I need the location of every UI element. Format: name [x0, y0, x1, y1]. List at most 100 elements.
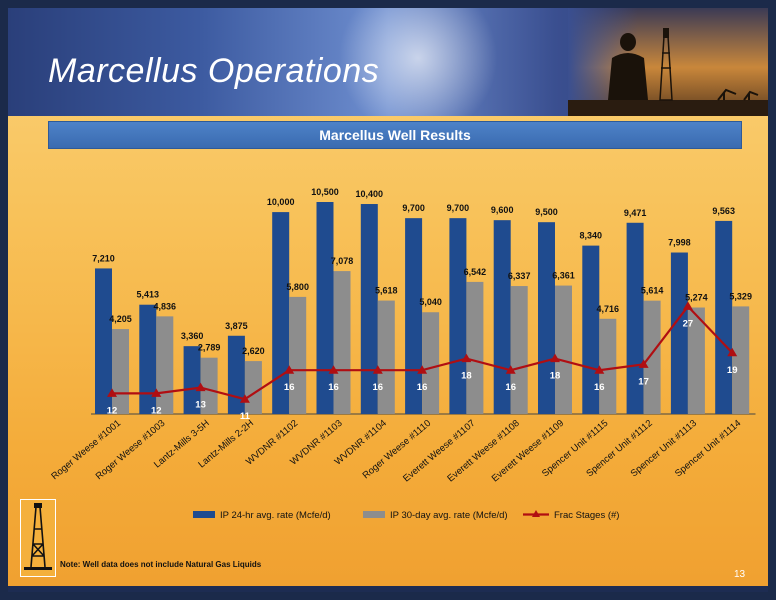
- page-title: Marcellus Operations: [48, 52, 380, 90]
- bar-ip30: [112, 329, 129, 414]
- frac-stage-marker: [195, 382, 206, 392]
- derrick-logo: [20, 499, 56, 577]
- data-label-ip24: 9,600: [491, 205, 514, 215]
- data-label-ip30: 6,337: [508, 271, 531, 281]
- data-label-ip24: 7,998: [668, 238, 691, 248]
- frac-stage-marker: [239, 394, 250, 403]
- data-label-ip30: 5,800: [286, 282, 309, 292]
- data-label-ip30: 2,620: [242, 346, 265, 356]
- frac-stage-marker: [328, 365, 339, 374]
- bar-ip30: [422, 312, 440, 414]
- frac-stage-label: 16: [417, 382, 428, 393]
- frac-stage-label: 12: [107, 405, 118, 416]
- legend-swatch: [193, 511, 215, 518]
- bar-ip24: [449, 218, 467, 414]
- data-label-ip24: 9,500: [535, 207, 558, 217]
- footnote: Note: Well data does not include Natural…: [60, 560, 262, 569]
- frac-stage-marker: [417, 365, 428, 374]
- data-label-ip30: 4,836: [154, 301, 177, 311]
- data-label-ip24: 9,563: [712, 206, 735, 216]
- frac-stage-label: 17: [638, 376, 649, 387]
- data-label-ip24: 10,400: [356, 189, 384, 199]
- bar-ip30: [643, 300, 661, 414]
- data-label-ip30: 7,078: [331, 256, 354, 266]
- frac-stage-marker: [461, 353, 472, 363]
- bar-ip30: [732, 306, 750, 414]
- frac-stage-label: 13: [195, 400, 206, 411]
- bar-ip30: [687, 307, 705, 414]
- data-label-ip24: 9,700: [447, 203, 470, 213]
- frac-stage-label: 11: [240, 411, 251, 422]
- bar-ip30: [333, 271, 351, 414]
- bar-ip30: [510, 286, 528, 414]
- bar-ip30: [200, 357, 218, 414]
- bar-ip24: [95, 268, 112, 414]
- frac-stage-label: 18: [550, 371, 561, 382]
- bar-ip24: [360, 204, 378, 414]
- chart-title: Marcellus Well Results: [319, 127, 471, 143]
- data-label-ip30: 4,205: [109, 314, 132, 324]
- data-label-ip24: 3,360: [181, 331, 204, 341]
- data-label-ip30: 4,716: [597, 304, 620, 314]
- data-label-ip24: 8,340: [580, 231, 603, 241]
- data-label-ip30: 5,618: [375, 286, 398, 296]
- bar-ip24: [227, 335, 245, 414]
- bar-ip30: [156, 316, 174, 414]
- bar-ip24: [493, 220, 511, 414]
- data-label-ip24: 7,210: [92, 253, 115, 263]
- data-label-ip24: 10,500: [311, 187, 339, 197]
- footer-band: [8, 586, 768, 592]
- bar-ip24: [272, 212, 290, 414]
- frac-stage-marker: [107, 388, 117, 397]
- legend-marker: [532, 510, 540, 517]
- header-banner: Marcellus Operations: [8, 8, 768, 116]
- bar-ip30: [599, 318, 617, 414]
- frac-stage-marker: [594, 365, 605, 374]
- frac-stage-label: 16: [373, 382, 384, 393]
- category-tick-label: Everett Weese #1108: [445, 418, 521, 485]
- data-label-ip30: 6,361: [552, 271, 575, 281]
- frac-stage-label: 12: [151, 405, 162, 416]
- frac-stage-marker: [505, 365, 516, 374]
- chart-title-bar: Marcellus Well Results: [48, 121, 742, 149]
- frac-stage-label: 19: [727, 365, 738, 376]
- bar-ip30: [289, 296, 307, 414]
- frac-stage-label: 16: [594, 382, 605, 393]
- bar-ip30: [244, 361, 262, 414]
- frac-stage-marker: [727, 347, 738, 357]
- frac-stage-label: 16: [284, 382, 295, 393]
- bar-ip24: [405, 218, 423, 414]
- frac-stage-marker: [550, 353, 560, 363]
- frac-stage-label: 18: [461, 371, 472, 382]
- page-number: 13: [734, 569, 746, 580]
- data-label-ip24: 10,000: [267, 197, 295, 207]
- legend-label: IP 24-hr avg. rate (Mcfe/d): [220, 510, 331, 521]
- banner-glow: [338, 8, 498, 116]
- frac-stage-marker: [284, 365, 295, 374]
- category-tick-label: Everett Weese #1107: [401, 418, 477, 485]
- frac-stage-label: 16: [328, 382, 339, 393]
- data-label-ip30: 2,789: [198, 343, 221, 353]
- frac-stage-marker: [151, 388, 162, 397]
- bar-ip24: [139, 304, 157, 414]
- oil-rig-photo: [568, 8, 768, 116]
- legend-label: Frac Stages (#): [554, 510, 619, 521]
- data-label-ip30: 5,274: [685, 293, 708, 303]
- bar-ip24: [538, 222, 555, 414]
- frac-stage-marker: [372, 365, 383, 374]
- frac-stage-marker: [638, 359, 649, 368]
- data-label-ip30: 6,542: [464, 267, 487, 277]
- data-label-ip24: 9,471: [624, 208, 647, 218]
- frac-stage-label: 27: [683, 318, 694, 329]
- legend-label: IP 30-day avg. rate (Mcfe/d): [390, 510, 508, 521]
- category-tick-label: Everett Weese #1109: [490, 418, 566, 485]
- bar-ip24: [715, 220, 733, 414]
- frac-stage-marker: [682, 301, 693, 310]
- bar-ip24: [670, 252, 688, 414]
- bar-ip30: [555, 285, 572, 414]
- slide: Marcellus Operations Marcellus Well Resu…: [8, 8, 768, 592]
- bar-ip24: [316, 202, 334, 414]
- data-label-ip24: 9,700: [402, 203, 425, 213]
- bar-ip30: [377, 300, 395, 414]
